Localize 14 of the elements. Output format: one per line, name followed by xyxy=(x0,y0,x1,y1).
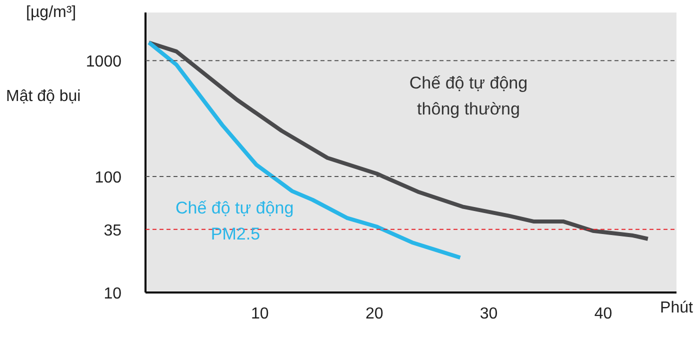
x-tick-label: 20 xyxy=(365,306,384,322)
x-tick-label: 40 xyxy=(594,306,612,322)
text: Chế độ tự động thông thường xyxy=(409,74,528,118)
x-tick-label: 30 xyxy=(480,306,498,322)
text: [µg/m³] xyxy=(26,3,76,23)
x-axis-title: Phút xyxy=(660,300,694,316)
line-series xyxy=(146,40,462,260)
x-tick-label: 10 xyxy=(251,306,269,322)
y-tick-label: 100 xyxy=(94,170,122,187)
y-axis-title: Mật độ bụi xyxy=(6,87,81,107)
y-tick-label: 1000 xyxy=(86,54,122,71)
y-tick-label: 35 xyxy=(104,222,122,240)
y-tick-label: 10 xyxy=(104,286,122,302)
series-label: Chế độ tự động PM2.5 xyxy=(176,198,294,244)
